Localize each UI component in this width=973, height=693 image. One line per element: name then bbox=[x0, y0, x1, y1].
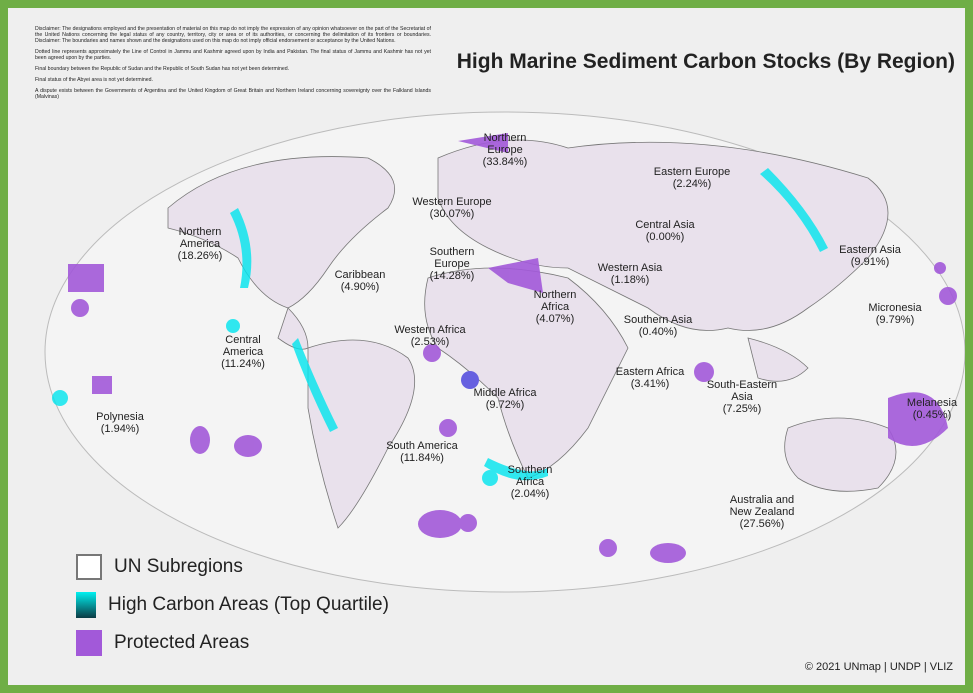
legend-swatch bbox=[76, 554, 102, 580]
region-percentage: (0.45%) bbox=[913, 409, 952, 421]
region-name: Southern bbox=[508, 464, 553, 476]
region-name: Northern bbox=[484, 132, 527, 144]
legend-item: UN Subregions bbox=[76, 548, 389, 586]
region-percentage: (14.28%) bbox=[430, 270, 475, 282]
region-name: Central Asia bbox=[635, 219, 695, 231]
region-name: Eastern Europe bbox=[654, 166, 730, 178]
region-percentage: (0.40%) bbox=[639, 326, 678, 338]
region-name: Africa bbox=[541, 301, 570, 313]
region-name: Europe bbox=[487, 144, 522, 156]
region-name: Central bbox=[225, 334, 260, 346]
region-name: Polynesia bbox=[96, 411, 145, 423]
region-name: America bbox=[180, 238, 221, 250]
legend-label: Protected Areas bbox=[114, 632, 249, 654]
region-percentage: (4.07%) bbox=[536, 313, 575, 325]
legend-item: High Carbon Areas (Top Quartile) bbox=[76, 586, 389, 624]
region-percentage: (1.18%) bbox=[611, 274, 650, 286]
region-percentage: (33.84%) bbox=[483, 156, 528, 168]
region-percentage: (4.90%) bbox=[341, 281, 380, 293]
region-percentage: (27.56%) bbox=[740, 518, 785, 530]
region-name: Melanesia bbox=[907, 397, 958, 409]
region-name: Europe bbox=[434, 258, 469, 270]
region-percentage: (0.00%) bbox=[646, 231, 685, 243]
region-name: New Zealand bbox=[730, 506, 795, 518]
region-percentage: (18.26%) bbox=[178, 250, 223, 262]
legend-item: Protected Areas bbox=[76, 624, 389, 662]
region-name: Southern bbox=[430, 246, 475, 258]
region-name: Eastern Africa bbox=[616, 366, 685, 378]
region-percentage: (2.04%) bbox=[511, 488, 550, 500]
legend: UN Subregions High Carbon Areas (Top Qua… bbox=[76, 548, 389, 662]
region-name: America bbox=[223, 346, 264, 358]
region-percentage: (11.24%) bbox=[221, 358, 265, 370]
region-percentage: (9.72%) bbox=[486, 399, 525, 411]
region-name: Eastern Asia bbox=[839, 244, 902, 256]
region-name: Asia bbox=[731, 391, 753, 403]
region-name: Western Africa bbox=[394, 324, 466, 336]
region-percentage: (30.07%) bbox=[430, 208, 475, 220]
region-percentage: (3.41%) bbox=[631, 378, 670, 390]
page: High Marine Sediment Carbon Stocks (By R… bbox=[0, 0, 973, 693]
region-name: Africa bbox=[516, 476, 545, 488]
map-frame: Disclaimer: The designations employed an… bbox=[0, 0, 973, 693]
region-percentage: (2.24%) bbox=[673, 178, 712, 190]
region-percentage: (7.25%) bbox=[723, 403, 762, 415]
region-name: Northern bbox=[534, 289, 577, 301]
region-percentage: (9.79%) bbox=[876, 314, 915, 326]
credit: © 2021 UNmap | UNDP | VLIZ bbox=[805, 661, 953, 673]
legend-swatch bbox=[76, 630, 102, 656]
region-percentage: (1.94%) bbox=[101, 423, 140, 435]
region-name: Middle Africa bbox=[474, 387, 538, 399]
region-percentage: (9.91%) bbox=[851, 256, 890, 268]
legend-label: UN Subregions bbox=[114, 556, 243, 578]
region-name: Southern Asia bbox=[624, 314, 693, 326]
region-name: South America bbox=[386, 440, 458, 452]
region-name: Western Europe bbox=[412, 196, 491, 208]
region-name: Micronesia bbox=[868, 302, 922, 314]
region-name: Australia and bbox=[730, 494, 794, 506]
body: {"header": {"title": "High Marine Sedime… bbox=[0, 0, 973, 693]
region-name: Caribbean bbox=[335, 269, 386, 281]
legend-label: High Carbon Areas (Top Quartile) bbox=[108, 594, 389, 616]
legend-swatch bbox=[76, 592, 96, 618]
region-name: Western Asia bbox=[598, 262, 663, 274]
region-percentage: (2.53%) bbox=[411, 336, 450, 348]
region-name: Northern bbox=[179, 226, 222, 238]
region-percentage: (11.84%) bbox=[400, 452, 444, 464]
region-name: South-Eastern bbox=[707, 379, 777, 391]
